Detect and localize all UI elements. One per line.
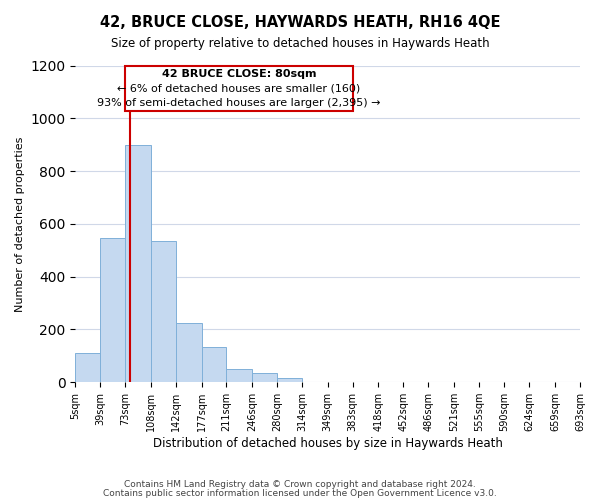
Bar (125, 144, 151, 382)
Text: ← 6% of detached houses are smaller (160): ← 6% of detached houses are smaller (160… (118, 84, 361, 94)
Y-axis label: Number of detached properties: Number of detached properties (15, 136, 25, 312)
Text: 42, BRUCE CLOSE, HAYWARDS HEATH, RH16 4QE: 42, BRUCE CLOSE, HAYWARDS HEATH, RH16 4Q… (100, 15, 500, 30)
Text: 93% of semi-detached houses are larger (2,395) →: 93% of semi-detached houses are larger (… (97, 98, 381, 108)
Bar (125, 66, 353, 111)
Bar (277, 378, 302, 382)
Text: 42 BRUCE CLOSE: 80sqm: 42 BRUCE CLOSE: 80sqm (162, 69, 316, 79)
Bar (252, 373, 277, 382)
Text: Contains public sector information licensed under the Open Government Licence v3: Contains public sector information licen… (103, 489, 497, 498)
Bar (176, 323, 202, 382)
Bar (151, 241, 176, 382)
Bar (202, 346, 226, 382)
Bar (76, 353, 100, 382)
Bar (100, 238, 125, 382)
Bar (226, 369, 252, 382)
Text: Size of property relative to detached houses in Haywards Heath: Size of property relative to detached ho… (110, 38, 490, 51)
Text: Contains HM Land Registry data © Crown copyright and database right 2024.: Contains HM Land Registry data © Crown c… (124, 480, 476, 489)
X-axis label: Distribution of detached houses by size in Haywards Heath: Distribution of detached houses by size … (153, 437, 503, 450)
